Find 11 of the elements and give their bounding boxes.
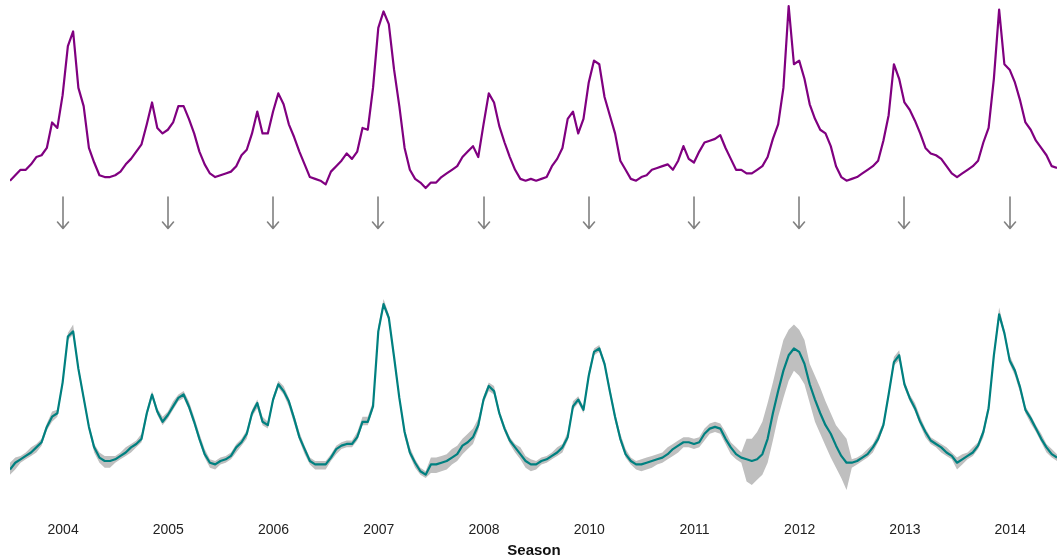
- x-tick-label: 2007: [363, 520, 395, 537]
- x-tick-label: 2005: [152, 520, 185, 537]
- x-tick-label: 2010: [573, 520, 606, 537]
- x-tick-label: 2004: [47, 520, 79, 537]
- x-tick-label: 2014: [994, 520, 1026, 537]
- x-tick-label: 2008: [468, 520, 500, 537]
- x-tick-label: 2012: [784, 520, 816, 537]
- x-tick-label: 2011: [679, 520, 710, 537]
- x-axis-title: Season: [507, 540, 561, 558]
- x-tick-label: 2006: [257, 520, 290, 537]
- x-tick-label: 2013: [889, 520, 921, 537]
